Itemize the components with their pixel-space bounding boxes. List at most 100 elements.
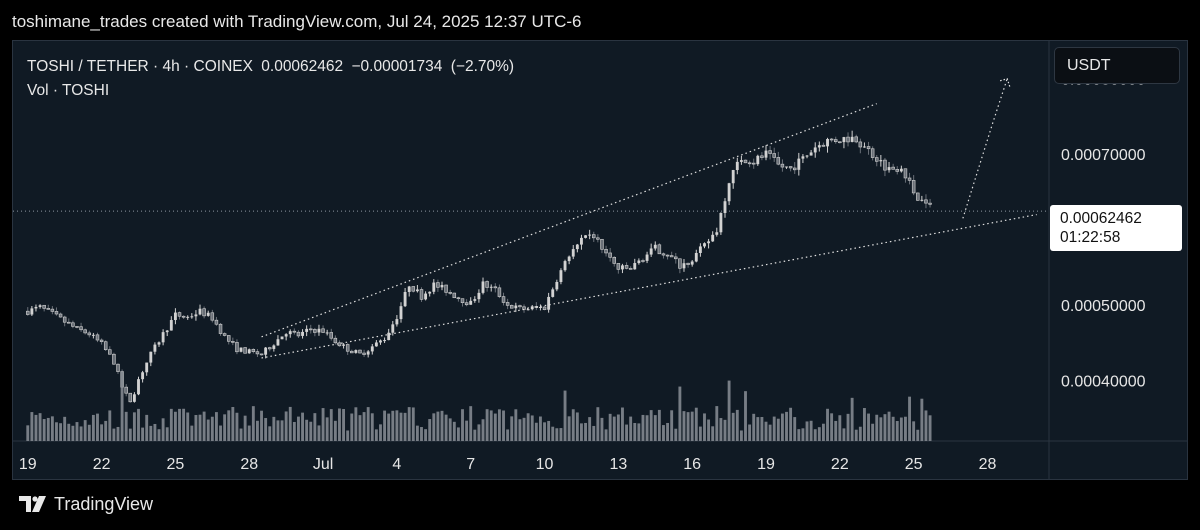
candle-body [797,158,801,170]
candle-body [407,286,411,292]
volume-bar [735,409,739,441]
volume-bar [785,411,788,441]
candle-body [739,160,743,162]
chart-legend: TOSHI / TETHER · 4h · COINEX 0.00062462 … [27,55,518,103]
candle-body [637,260,641,264]
volume-bar [329,409,333,441]
candle-body [624,265,629,269]
footer-brand[interactable]: TradingView [54,493,154,514]
candle-body [907,177,912,181]
volume-bar [42,419,46,441]
candle-body [54,311,59,315]
candle-body [785,166,788,168]
candle-body [38,305,42,307]
candle-body [325,332,329,334]
candle-body [165,330,169,333]
volume-bar [428,419,432,441]
candle-body [280,336,284,340]
volume-bar [444,414,448,441]
candle-body [469,300,473,305]
volume-bar [493,413,497,441]
candle-body [870,148,875,158]
volume-bar [867,413,870,441]
channel-trendline[interactable] [261,213,1037,359]
candle-body [903,168,908,179]
price-axis-label: 0.00070000 [1061,147,1146,164]
candle-body [665,254,670,257]
candle-body [288,331,292,335]
volume-bar [108,410,112,441]
candle-body [891,166,895,170]
legend-pair[interactable]: TOSHI / TETHER · 4h · COINEX [27,58,253,75]
candle-body [600,238,604,250]
volume-bar [280,420,284,441]
volume-bar [563,390,567,441]
volume-bar [580,423,583,441]
candle-body [538,306,542,308]
volume-bar [38,413,42,441]
legend-volume-line[interactable]: Vol · TOSHI [27,82,110,99]
volume-bar [916,429,920,441]
candle-body [301,331,304,336]
candle-body [661,253,666,256]
candle-body [108,349,112,355]
volume-bar [551,426,555,441]
candle-body [34,306,38,309]
time-axis-label: 10 [536,456,554,473]
volume-bar [645,415,649,441]
candle-body [760,155,764,158]
volume-bar [178,408,181,441]
candle-body [723,201,727,213]
candle-body [518,305,522,308]
candle-body [464,302,469,306]
projection-path[interactable] [962,78,1008,219]
candle-body [268,347,272,350]
volume-bar [96,413,99,441]
candle-body [526,309,530,311]
candle-body [305,328,309,332]
candle-body [379,340,382,343]
volume-bar [284,411,288,441]
volume-bar [46,417,50,441]
volume-bar [251,406,255,441]
candle-body [727,183,731,202]
candle-body [419,289,424,300]
volume-bar [707,419,711,441]
candle-body [690,261,694,265]
currency-unit-button[interactable]: USDT [1054,47,1180,84]
volume-bar [333,420,337,441]
volume-bar [760,417,764,441]
volume-bar [666,422,670,441]
candlestick-chart[interactable]: 0.000800000.000700000.000500000.00040000… [13,41,1188,480]
volume-bar [887,411,891,441]
candle-body [75,326,79,328]
volume-bar [813,429,817,441]
candle-body [768,150,772,154]
candle-body [563,261,567,271]
volume-bar [928,415,932,441]
candle-body [854,136,858,143]
volume-bar [481,419,485,441]
volume-bar [588,417,592,441]
candle-body [26,310,30,315]
candle-body [71,322,75,327]
volume-bar [723,419,727,441]
volume-bar [247,425,251,441]
volume-bar [432,413,436,441]
candle-body [87,332,92,336]
candle-body [460,298,465,304]
volume-bar [383,410,387,441]
candle-body [899,168,903,172]
volume-bar [863,408,866,441]
chart-panel[interactable]: 0.000800000.000700000.000500000.00040000… [12,40,1188,480]
volume-bar [461,409,464,441]
volume-bar [912,421,916,441]
volume-bar [608,413,612,441]
candle-body [91,334,95,336]
candle-body [231,341,235,343]
volume-bar [879,417,883,441]
volume-bar [920,398,924,441]
channel-trendline[interactable] [261,103,877,338]
candle-body [321,328,325,333]
candle-body [887,167,891,171]
